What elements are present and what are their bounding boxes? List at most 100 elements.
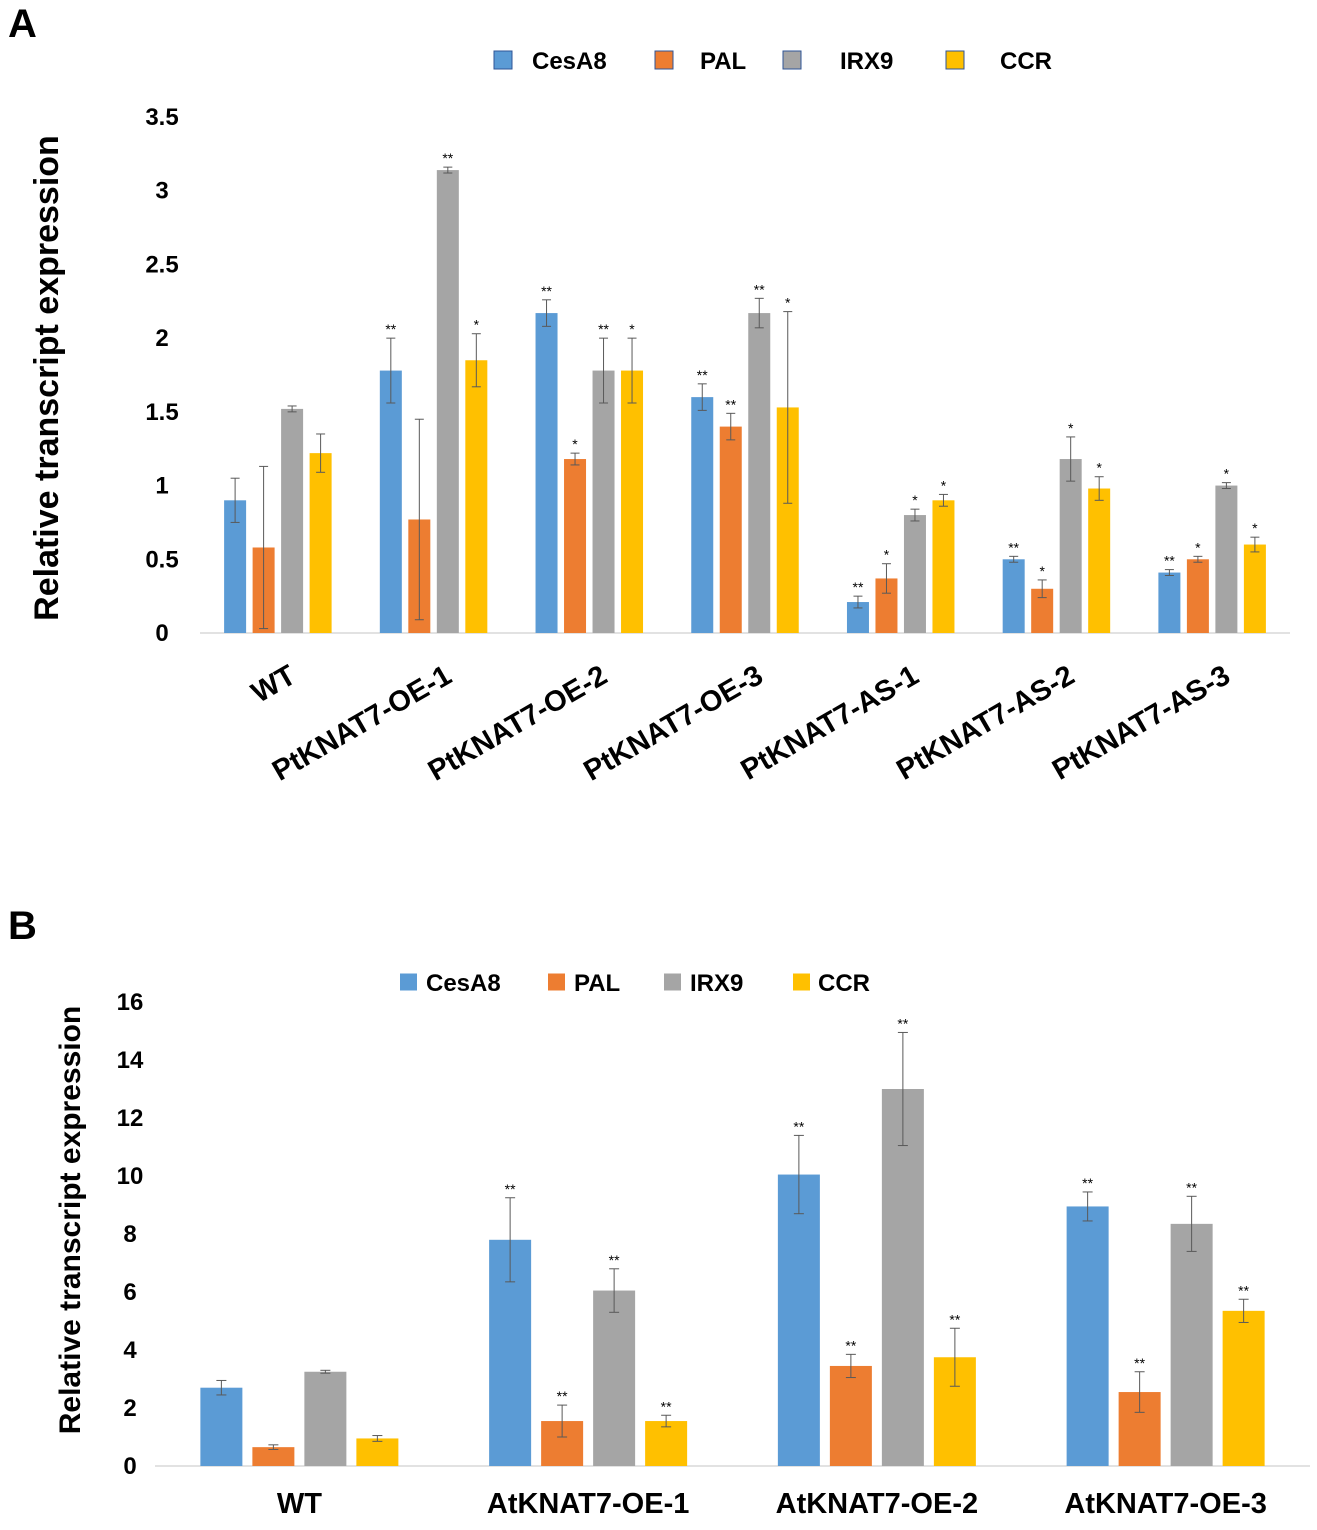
chart-a-bar-cesa8-ptknat7-oe-1	[379, 370, 402, 633]
chart-a-legend-label-pal: PAL	[700, 48, 746, 75]
chart-a-ytick-label: 1	[155, 473, 168, 500]
chart-a-bar-irx9-ptknat7-oe-2	[592, 370, 615, 633]
chart-b-ytick-label: 10	[117, 1163, 144, 1190]
chart-a-significance-label: *	[912, 492, 918, 508]
chart-b-significance-label: **	[845, 1337, 856, 1353]
chart-b-significance-label: **	[1082, 1175, 1093, 1191]
chart-b-ytick-label: 2	[123, 1395, 136, 1422]
chart-b-ytick-label: 8	[123, 1221, 136, 1248]
chart-a-bar-pal-ptknat7-as-1	[875, 578, 898, 633]
chart-a-legend-label-ccr: CCR	[1000, 48, 1052, 75]
chart-a-significance-label: *	[572, 436, 578, 452]
chart-b-significance-label: **	[897, 1015, 908, 1031]
chart-a-significance-label: *	[785, 295, 791, 311]
chart-b-significance-label: **	[793, 1118, 804, 1134]
chart-a-bar-pal-ptknat7-as-3	[1186, 559, 1209, 633]
chart-b-ytick-label: 14	[117, 1047, 144, 1074]
chart-b-bar-cesa8-atknat7-oe-2	[777, 1174, 820, 1466]
panel-b-label: B	[8, 904, 37, 948]
chart-a-significance-label: **	[541, 283, 552, 299]
chart-a-ytick-label: 3.5	[145, 104, 178, 131]
chart-a-bar-ccr-ptknat7-as-2	[1088, 488, 1111, 633]
chart-b-bar-irx9-atknat7-oe-3	[1170, 1223, 1213, 1466]
chart-a-bar-pal-ptknat7-as-2	[1031, 588, 1054, 633]
chart-a-bar-irx9-ptknat7-as-3	[1215, 485, 1238, 633]
chart-b-ytick-label: 6	[123, 1279, 136, 1306]
chart-a-bar-ccr-ptknat7-oe-2	[621, 370, 644, 633]
chart-b-significance-label: **	[505, 1181, 516, 1197]
chart-b-legend-swatch-ccr	[793, 973, 810, 991]
chart-a-legend-swatch-pal	[654, 50, 674, 70]
chart-a-bar-cesa8-ptknat7-as-2	[1002, 559, 1025, 633]
chart-b-legend-swatch-pal	[548, 973, 565, 991]
chart-a-significance-label: *	[941, 477, 947, 493]
chart-b-bar-cesa8-wt	[200, 1387, 243, 1466]
chart-a-significance-label: *	[474, 317, 480, 333]
chart-b-ylabel: Relative transcript expression	[54, 1006, 87, 1435]
chart-b-bar-irx9-wt	[304, 1371, 347, 1466]
chart-a-bar-ccr-ptknat7-as-1	[932, 500, 955, 633]
chart-b-significance-label: **	[661, 1398, 672, 1414]
chart-a-legend-swatch-irx9	[782, 50, 802, 70]
chart-a-significance-label: *	[1224, 466, 1230, 482]
chart-a-ytick-label: 2	[155, 325, 168, 352]
chart-b-bar-cesa8-atknat7-oe-3	[1066, 1206, 1109, 1466]
chart-a-category-label: WT	[246, 659, 301, 709]
chart-a-ytick-label: 3	[155, 178, 168, 205]
chart-a-significance-label: **	[385, 321, 396, 337]
chart-a-significance-label: **	[853, 579, 864, 595]
chart-a-significance-label: *	[1195, 539, 1201, 555]
chart-b-legend-swatch-irx9	[664, 973, 681, 991]
chart-a-ytick-label: 0.5	[145, 546, 178, 573]
chart-a-bar-ccr-ptknat7-oe-1	[465, 360, 488, 633]
chart-a-ytick-label: 2.5	[145, 251, 178, 278]
chart-b-category-label: WT	[277, 1488, 322, 1520]
chart-a-significance-label: *	[1068, 420, 1074, 436]
chart-a-bar-irx9-ptknat7-as-1	[903, 515, 926, 633]
chart-a-bar-cesa8-ptknat7-oe-3	[691, 397, 714, 633]
chart-a-legend-swatch-cesa8	[493, 50, 513, 70]
chart-a-legend-label-irx9: IRX9	[840, 48, 893, 75]
chart-a-significance-label: *	[1096, 460, 1102, 476]
chart-b-bar-ccr-atknat7-oe-3	[1222, 1310, 1265, 1466]
chart-a-bar-cesa8-wt	[224, 500, 247, 633]
chart-b-legend-label-pal: PAL	[574, 970, 620, 997]
chart-a-bar-irx9-ptknat7-oe-3	[748, 313, 771, 633]
chart-a-bar-pal-ptknat7-oe-3	[719, 426, 742, 633]
chart-a-bar-irx9-wt	[281, 408, 304, 633]
chart-b-legend-label-irx9: IRX9	[690, 970, 743, 997]
chart-b-ytick-label: 16	[117, 989, 144, 1016]
chart-a-significance-label: **	[1008, 539, 1019, 555]
chart-a-ylabel: Relative transcript expression	[28, 135, 66, 621]
chart-b-significance-label: **	[1238, 1282, 1249, 1298]
chart-b-significance-label: **	[1186, 1179, 1197, 1195]
chart-a-bar-irx9-ptknat7-oe-1	[436, 170, 459, 633]
chart-a-significance-label: *	[1252, 520, 1258, 536]
panel-a-label: A	[8, 2, 37, 46]
chart-b-legend-label-cesa8: CesA8	[426, 970, 501, 997]
chart-b-bar-ccr-atknat7-oe-1	[645, 1421, 688, 1466]
chart-a-legend-swatch-ccr	[945, 50, 965, 70]
chart-a-significance-label: *	[629, 321, 635, 337]
chart-a-bar-cesa8-ptknat7-as-3	[1158, 572, 1181, 633]
chart-a-bar-ccr-wt	[309, 453, 332, 633]
chart-a-significance-label: **	[725, 396, 736, 412]
chart-b-bar-pal-wt	[252, 1447, 295, 1466]
chart-a-bar-ccr-ptknat7-as-3	[1243, 544, 1266, 633]
chart-b-significance-label: **	[949, 1311, 960, 1327]
chart-a: Relative transcript expression 0 0.5 1 1.5 2 2…	[28, 48, 1290, 787]
chart-b-category-label: AtKNAT7-OE-2	[776, 1488, 978, 1520]
chart-a-significance-label: **	[598, 321, 609, 337]
chart-a-bar-pal-ptknat7-oe-2	[564, 459, 587, 633]
chart-b-category-label: AtKNAT7-OE-1	[487, 1488, 689, 1520]
chart-a-bar-irx9-ptknat7-as-2	[1059, 459, 1082, 633]
chart-b-bar-ccr-wt	[356, 1438, 399, 1466]
chart-a-bar-cesa8-ptknat7-oe-2	[535, 313, 558, 633]
chart-b-legend-label-ccr: CCR	[818, 970, 870, 997]
chart-b-bar-pal-atknat7-oe-2	[829, 1365, 872, 1466]
chart-a-significance-label: **	[442, 150, 453, 166]
chart-b-bar-irx9-atknat7-oe-1	[593, 1290, 636, 1466]
chart-a-legend-label-cesa8: CesA8	[532, 48, 607, 75]
chart-b-significance-label: **	[609, 1252, 620, 1268]
chart-a-ytick-label: 0	[155, 620, 168, 647]
